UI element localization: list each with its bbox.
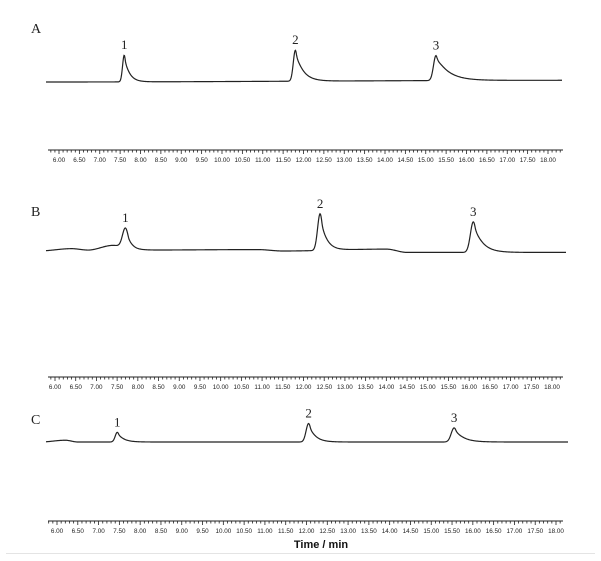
- peak-1-label: 1: [114, 414, 121, 429]
- peak-3-label: 3: [451, 410, 458, 425]
- x-tick-label: 9.50: [196, 528, 209, 535]
- x-tick-label: 11.00: [255, 157, 271, 164]
- x-tick-label: 7.50: [114, 157, 127, 164]
- x-tick-label: 16.50: [482, 384, 498, 391]
- panel-label: A: [31, 22, 42, 37]
- time-axis: 6.00 6.50 7.00 7.50 8.00 8.50 9.00 9.50 10.00 10.…: [48, 520, 564, 535]
- peak-1-label: 1: [122, 210, 129, 225]
- x-tick-label: 17.00: [507, 528, 523, 535]
- x-axis-title: Time / min: [294, 539, 348, 551]
- x-tick-label: 18.00: [544, 384, 560, 391]
- x-tick-label: 6.00: [49, 384, 62, 391]
- x-tick-label: 17.50: [520, 157, 536, 164]
- x-tick-label: 14.00: [382, 528, 398, 535]
- x-tick-label: 6.00: [51, 528, 64, 535]
- x-tick-label: 12.50: [316, 157, 332, 164]
- peak-2-label: 2: [317, 196, 324, 211]
- panel-a: A 1 2 3 6.00 6.50 7.00 7.50 8.00 8.50 9.00 9.50 10.0…: [31, 22, 563, 164]
- x-tick-label: 14.50: [397, 157, 413, 164]
- x-tick-label: 8.50: [152, 384, 165, 391]
- x-tick-label: 15.50: [444, 528, 460, 535]
- time-axis: 6.00 6.50 7.00 7.50 8.00 8.50 9.00 9.50 10.00 10.…: [48, 376, 563, 391]
- divider: [6, 553, 595, 554]
- x-tick-label: 15.50: [441, 384, 457, 391]
- x-tick-label: 12.50: [319, 528, 335, 535]
- x-tick-label: 10.00: [214, 157, 230, 164]
- x-tick-label: 10.50: [236, 528, 252, 535]
- x-tick-label: 16.50: [479, 157, 495, 164]
- x-tick-label: 17.00: [503, 384, 519, 391]
- x-tick-label: 12.00: [296, 384, 312, 391]
- x-tick-label: 9.00: [175, 157, 188, 164]
- panel-b: B 1 2 3 6.00 6.50 7.00 7.50 8.00 8.50 9.00 9.50 10.0…: [31, 196, 566, 391]
- x-tick-label: 8.00: [132, 384, 145, 391]
- chromatogram-trace: [46, 49, 562, 83]
- x-tick-label: 10.50: [233, 384, 249, 391]
- panel-c: C 1 2 3 6.00 6.50 7.00 7.50 8.00 8.50 9.00 9.50 10.0…: [31, 406, 568, 535]
- x-tick-label: 11.50: [278, 528, 294, 535]
- x-tick-label: 11.00: [254, 384, 270, 391]
- x-tick-label: 7.00: [90, 384, 103, 391]
- x-tick-label: 10.00: [213, 384, 229, 391]
- x-tick-label: 8.00: [134, 157, 147, 164]
- x-tick-label: 12.00: [296, 157, 312, 164]
- x-tick-label: 14.00: [377, 157, 393, 164]
- x-tick-label: 13.00: [337, 384, 353, 391]
- x-tick-label: 6.50: [70, 384, 83, 391]
- x-tick-label: 9.50: [194, 384, 207, 391]
- x-tick-label: 7.50: [111, 384, 124, 391]
- x-tick-label: 7.50: [113, 528, 126, 535]
- panel-label: B: [31, 205, 40, 220]
- x-tick-label: 13.00: [340, 528, 356, 535]
- x-tick-label: 7.00: [94, 157, 107, 164]
- x-tick-label: 12.50: [316, 384, 332, 391]
- chromatogram-trace: [45, 422, 568, 443]
- peak-1-label: 1: [121, 37, 128, 52]
- x-tick-label: 8.00: [134, 528, 147, 535]
- x-tick-label: 13.50: [357, 157, 373, 164]
- peak-3-label: 3: [470, 204, 477, 219]
- x-tick-label: 17.00: [499, 157, 515, 164]
- peak-3-label: 3: [433, 38, 440, 53]
- panel-label: C: [31, 413, 40, 428]
- x-tick-label: 8.50: [155, 157, 168, 164]
- x-tick-label: 15.00: [418, 157, 434, 164]
- peak-2-label: 2: [305, 406, 312, 421]
- x-tick-label: 14.50: [399, 384, 415, 391]
- x-tick-label: 8.50: [155, 528, 168, 535]
- x-tick-label: 13.50: [358, 384, 374, 391]
- x-tick-label: 10.00: [215, 528, 231, 535]
- x-tick-label: 14.00: [378, 384, 394, 391]
- x-tick-label: 16.00: [465, 528, 481, 535]
- x-tick-label: 15.50: [438, 157, 454, 164]
- chromatogram-trace: [45, 212, 566, 254]
- x-tick-label: 10.50: [234, 157, 250, 164]
- x-tick-label: 16.50: [486, 528, 502, 535]
- x-tick-label: 11.00: [257, 528, 273, 535]
- x-tick-label: 12.00: [299, 528, 315, 535]
- x-tick-label: 7.00: [92, 528, 105, 535]
- x-tick-label: 18.00: [540, 157, 556, 164]
- x-tick-label: 15.00: [420, 384, 436, 391]
- x-tick-label: 18.00: [548, 528, 564, 535]
- x-tick-label: 16.00: [461, 384, 477, 391]
- peak-2-label: 2: [292, 32, 299, 47]
- x-tick-label: 6.50: [72, 528, 85, 535]
- x-tick-label: 6.00: [53, 157, 66, 164]
- x-tick-label: 9.00: [173, 384, 186, 391]
- x-tick-label: 13.00: [336, 157, 352, 164]
- x-tick-label: 14.50: [403, 528, 419, 535]
- x-tick-label: 11.50: [275, 157, 291, 164]
- x-tick-label: 6.50: [73, 157, 86, 164]
- x-tick-label: 16.00: [459, 157, 475, 164]
- x-tick-label: 15.00: [423, 528, 439, 535]
- x-tick-label: 13.50: [361, 528, 377, 535]
- x-tick-label: 9.00: [176, 528, 189, 535]
- time-axis: 6.00 6.50 7.00 7.50 8.00 8.50 9.00 9.50 10.00 10.…: [48, 149, 563, 164]
- x-tick-label: 9.50: [195, 157, 208, 164]
- x-tick-label: 17.50: [527, 528, 543, 535]
- x-tick-label: 17.50: [523, 384, 539, 391]
- x-tick-label: 11.50: [275, 384, 291, 391]
